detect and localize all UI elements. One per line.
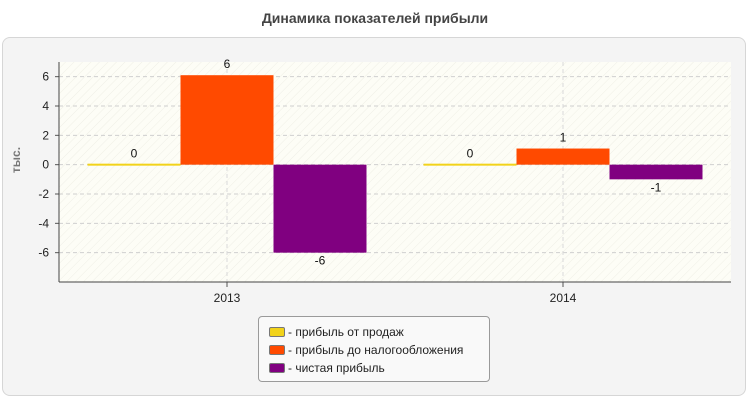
- bar: [516, 148, 610, 165]
- y-axis-label: тыс.: [9, 147, 23, 173]
- x-tick-label: 2014: [550, 291, 577, 305]
- x-tick-label: 2013: [214, 291, 241, 305]
- bar-value-label: -6: [315, 254, 326, 268]
- y-tick-label: -2: [38, 187, 49, 201]
- legend: - прибыль от продаж - прибыль до налогоо…: [258, 316, 490, 382]
- y-tick-label: 4: [42, 99, 49, 113]
- legend-swatch: [269, 363, 285, 373]
- bar: [609, 164, 703, 180]
- bar-value-label: 6: [224, 57, 231, 71]
- y-tick-label: -6: [38, 246, 49, 260]
- chart-title: Динамика показателей прибыли: [261, 10, 489, 26]
- bar: [273, 164, 367, 253]
- legend-item-pretax-profit: - прибыль до налогообложения: [269, 341, 489, 359]
- bar-value-label: 0: [131, 147, 138, 161]
- bar: [87, 163, 181, 166]
- legend-label: - прибыль до налогообложения: [288, 343, 464, 357]
- legend-label: - чистая прибыль: [288, 361, 385, 375]
- legend-item-net-profit: - чистая прибыль: [269, 359, 489, 377]
- bar: [423, 163, 517, 166]
- legend-item-sales-profit: - прибыль от продаж: [269, 323, 489, 341]
- legend-label: - прибыль от продаж: [288, 325, 404, 339]
- y-tick-label: 0: [42, 158, 49, 172]
- y-tick-label: 2: [42, 128, 49, 142]
- legend-swatch: [269, 345, 285, 355]
- legend-swatch: [269, 327, 285, 337]
- y-tick-label: 6: [42, 70, 49, 84]
- bar-value-label: 1: [560, 131, 567, 145]
- bar-value-label: 0: [467, 147, 474, 161]
- y-tick-label: -4: [38, 216, 49, 230]
- bar-value-label: -1: [651, 180, 662, 194]
- bar: [180, 75, 274, 165]
